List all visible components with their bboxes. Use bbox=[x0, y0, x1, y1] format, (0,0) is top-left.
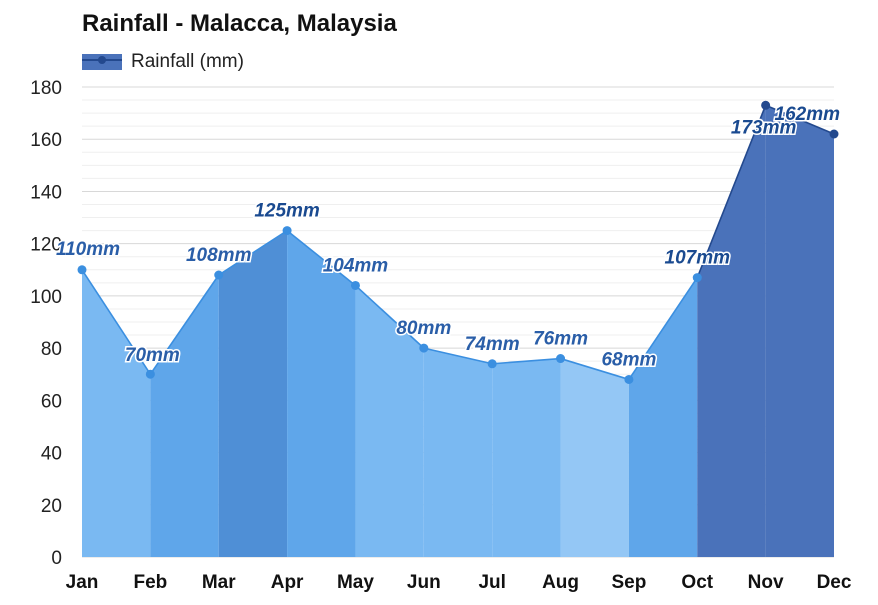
line-segment bbox=[218, 229, 288, 276]
data-points bbox=[77, 100, 839, 384]
data-label-feb: 70mm bbox=[125, 345, 180, 366]
area-segment-jul bbox=[492, 358, 561, 557]
x-tick-label: Mar bbox=[202, 572, 236, 593]
y-tick-label: 100 bbox=[30, 287, 62, 308]
data-label-mar: 108mm bbox=[186, 245, 252, 266]
data-label-aug: 76mm bbox=[533, 329, 588, 350]
data-label-jul: 74mm bbox=[465, 334, 520, 355]
x-tick-label: Jan bbox=[66, 572, 99, 593]
area-segment-jun bbox=[423, 348, 493, 557]
area-segment-mar bbox=[218, 230, 288, 557]
legend-marker bbox=[98, 56, 106, 64]
y-tick-label: 180 bbox=[30, 78, 62, 99]
x-tick-label: Nov bbox=[748, 572, 784, 593]
line-segment bbox=[423, 347, 493, 365]
area-segment-apr bbox=[287, 230, 356, 557]
data-label-apr: 125mm bbox=[254, 201, 320, 222]
y-tick-label: 20 bbox=[41, 496, 62, 517]
x-tick-label: Apr bbox=[271, 572, 304, 593]
area-segment-may bbox=[355, 285, 424, 557]
legend-label: Rainfall (mm) bbox=[131, 51, 244, 72]
data-point-oct bbox=[692, 273, 702, 283]
data-point-aug bbox=[556, 354, 566, 364]
data-label-nov: 173mm bbox=[731, 117, 797, 138]
data-point-mar bbox=[214, 270, 224, 280]
x-tick-label: Feb bbox=[133, 572, 167, 593]
data-label-may: 104mm bbox=[323, 255, 389, 276]
data-label-sep: 68mm bbox=[601, 349, 656, 370]
data-point-apr bbox=[282, 226, 292, 236]
x-tick-label: Oct bbox=[681, 572, 713, 593]
line-segment bbox=[149, 274, 220, 375]
data-point-jun bbox=[419, 343, 429, 353]
data-point-nov bbox=[761, 100, 771, 110]
y-tick-label: 60 bbox=[41, 391, 62, 412]
x-tick-label: Jun bbox=[407, 572, 441, 593]
y-tick-label: 80 bbox=[41, 339, 62, 360]
line-segment bbox=[696, 104, 767, 278]
data-point-dec bbox=[829, 129, 839, 139]
line-segment bbox=[560, 357, 630, 381]
line-segment bbox=[628, 277, 698, 380]
area-segment-feb bbox=[150, 275, 219, 557]
x-tick-label: Aug bbox=[542, 572, 579, 593]
y-tick-label: 40 bbox=[41, 444, 62, 465]
area-segments bbox=[82, 105, 834, 558]
data-label-jan: 110mm bbox=[56, 239, 120, 260]
data-point-feb bbox=[145, 369, 155, 379]
x-tick-label: Dec bbox=[817, 572, 852, 593]
data-point-jul bbox=[487, 359, 497, 369]
area-segment-sep bbox=[628, 277, 698, 557]
data-point-may bbox=[350, 280, 360, 290]
area-segment-aug bbox=[560, 358, 629, 557]
line-segment bbox=[81, 269, 152, 375]
line-segment bbox=[286, 229, 356, 287]
area-segment-jan bbox=[82, 269, 151, 557]
data-label-jun: 80mm bbox=[396, 318, 451, 339]
y-axis-ticks: 0 20 40 60 80 100 120 140 160 180 bbox=[30, 78, 62, 569]
y-tick-label: 120 bbox=[30, 235, 62, 256]
data-labels: 110mm 70mm 108mm 125mm 104mm 80mm 74mm 76mm 68mm… bbox=[54, 103, 841, 372]
y-tick-label: 160 bbox=[30, 130, 62, 151]
x-tick-label: Sep bbox=[611, 572, 646, 593]
data-label-dec: 162mm bbox=[775, 104, 841, 125]
data-label-oct: 107mm bbox=[665, 248, 731, 269]
area-segment-oct bbox=[697, 105, 766, 558]
y-tick-label: 140 bbox=[30, 182, 62, 203]
legend: Rainfall (mm) bbox=[82, 51, 244, 72]
data-point-sep bbox=[624, 374, 634, 384]
y-tick-label: 0 bbox=[51, 548, 62, 569]
line-segment bbox=[354, 284, 425, 349]
x-axis-ticks: Jan Feb Mar Apr May Jun Jul Aug Sep Oct Nov Dec bbox=[66, 572, 852, 593]
x-tick-label: Jul bbox=[478, 572, 505, 593]
area-segment-nov bbox=[765, 105, 834, 558]
line-segment bbox=[492, 357, 561, 365]
x-tick-label: May bbox=[337, 572, 374, 593]
series-line bbox=[81, 104, 835, 381]
line-segment bbox=[765, 104, 835, 135]
data-point-jan bbox=[77, 265, 87, 275]
chart-title: Rainfall - Malacca, Malaysia bbox=[82, 10, 397, 37]
